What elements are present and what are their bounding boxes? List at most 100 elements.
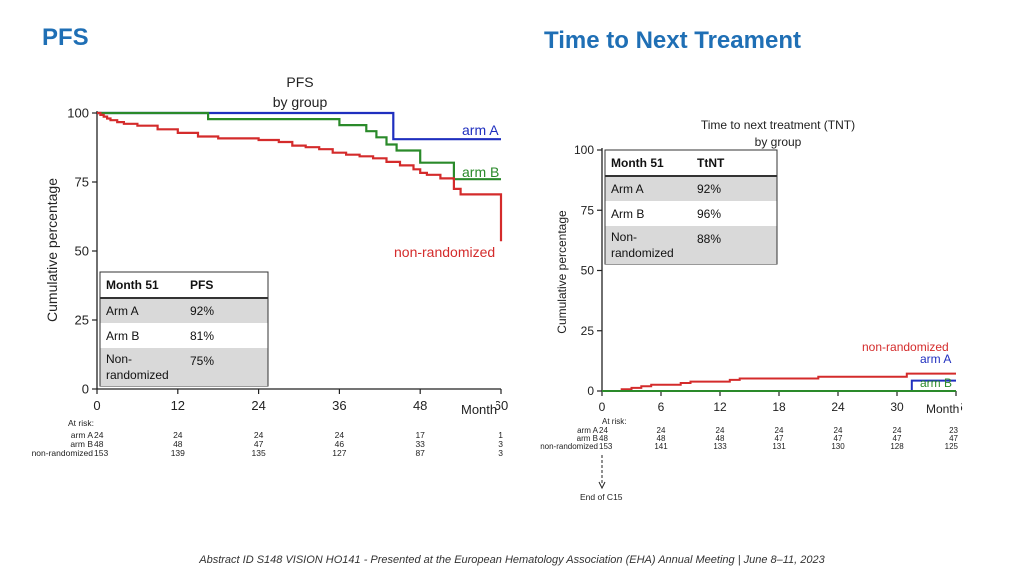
tnt-heading: Time to Next Treament xyxy=(544,27,801,54)
pfs-at-risk-value: 17 xyxy=(415,430,425,440)
pfs-y-tick-label: 75 xyxy=(75,175,89,190)
tnt-table-frame xyxy=(604,149,778,265)
tnt-x-tick-label: 18 xyxy=(772,400,786,414)
tnt-at-risk-row-name: non-randomized xyxy=(540,442,598,451)
tnt-at-risk-value: 47 xyxy=(775,434,784,443)
pfs-at-risk-value: 3 xyxy=(498,448,503,458)
pfs-table-rule xyxy=(100,297,268,299)
pfs-x-tick-label: 60 xyxy=(494,398,508,413)
tnt-series-label-arm-b: arm B xyxy=(920,376,952,390)
tnt-y-tick-label: 0 xyxy=(587,384,594,398)
tnt-at-risk-value: 47 xyxy=(834,434,843,443)
pfs-table-row xyxy=(100,348,268,386)
pfs-at-risk-value: 87 xyxy=(415,448,425,458)
pfs-x-tick-label: 36 xyxy=(332,398,346,413)
pfs-table-row-label: Non- xyxy=(106,352,132,366)
tnt-at-risk-value: 128 xyxy=(890,442,904,451)
pfs-chart-subtitle: by group xyxy=(273,94,328,110)
tnt-table-rule xyxy=(605,175,777,177)
pfs-x-tick-label: 0 xyxy=(93,398,100,413)
tnt-y-tick-label: 50 xyxy=(581,264,595,278)
tnt-x-tick-label: 6 xyxy=(658,400,665,414)
tnt-at-risk-value: 153 xyxy=(599,442,613,451)
pfs-series-line-arm-b xyxy=(97,111,501,181)
footer-citation: Abstract ID S148 VISION HO141 - Presente… xyxy=(199,554,825,566)
pfs-at-risk-row-name: arm A xyxy=(71,430,94,440)
tnt-table-row-label: Non- xyxy=(611,230,637,244)
pfs-x-tick-label: 12 xyxy=(171,398,185,413)
tnt-x-tick-label: 36 xyxy=(949,400,963,414)
tnt-at-risk-value: 141 xyxy=(654,442,668,451)
tnt-table-row-label: Arm B xyxy=(611,207,644,221)
pfs-x-tick-label: 48 xyxy=(413,398,427,413)
tnt-table-row-value: 88% xyxy=(697,232,721,246)
pfs-at-risk-value: 3 xyxy=(498,439,503,449)
pfs-at-risk-row-name: non-randomized xyxy=(32,448,94,458)
pfs-at-risk-value: 24 xyxy=(94,430,104,440)
tnt-at-risk-value: 24 xyxy=(657,426,666,435)
tnt-series-label-arm-a: arm A xyxy=(920,352,951,366)
tnt-at-risk-value: 24 xyxy=(893,426,902,435)
tnt-at-risk-value: 24 xyxy=(775,426,784,435)
tnt-month-label-bg xyxy=(923,400,961,417)
tnt-at-risk-value: 24 xyxy=(716,426,725,435)
tnt-y-tick-label: 75 xyxy=(581,203,595,217)
pfs-at-risk-value: 127 xyxy=(332,448,346,458)
pfs-at-risk-value: 135 xyxy=(252,448,266,458)
pfs-table-row-label: Arm A xyxy=(106,304,139,318)
tnt-series-line-non-randomized xyxy=(602,372,956,392)
tnt-at-risk-value: 23 xyxy=(949,426,958,435)
tnt-at-risk-label: At risk: xyxy=(602,417,626,426)
pfs-y-tick-label: 100 xyxy=(67,106,89,121)
pfs-y-tick-label: 25 xyxy=(75,313,89,328)
pfs-at-risk-value: 1 xyxy=(498,430,503,440)
tnt-x-tick-label: 24 xyxy=(831,400,845,414)
pfs-table-row xyxy=(100,323,268,348)
tnt-at-risk-value: 133 xyxy=(713,442,727,451)
tnt-at-risk-value: 48 xyxy=(716,434,725,443)
pfs-at-risk-value: 47 xyxy=(254,439,264,449)
tnt-x-axis-label: Month xyxy=(926,402,959,416)
pfs-at-risk-value: 153 xyxy=(94,448,108,458)
tnt-y-tick-label: 25 xyxy=(581,324,595,338)
tnt-at-risk-value: 48 xyxy=(599,434,608,443)
tnt-at-risk-value: 131 xyxy=(772,442,786,451)
pfs-at-risk-row-name: arm B xyxy=(70,439,93,449)
tnt-x-tick-label: 30 xyxy=(890,400,904,414)
tnt-series-label-non-randomized: non-randomized xyxy=(862,340,949,354)
tnt-at-risk-value: 130 xyxy=(831,442,845,451)
tnt-table-header: TtNT xyxy=(697,156,725,170)
pfs-series-label-arm-b: arm B xyxy=(462,164,499,180)
tnt-summary-table: Month 51 TtNT Arm A 92% Arm B 96% Non-randomiz… xyxy=(604,149,778,265)
tnt-at-risk-row-name: arm A xyxy=(577,426,599,435)
tnt-table-header: Month 51 xyxy=(611,156,664,170)
tnt-annotation-label: End of C15 xyxy=(580,492,623,502)
tnt-table-row-value: 96% xyxy=(697,207,721,221)
pfs-y-tick-label: 50 xyxy=(75,244,89,259)
tnt-x-tick-label: 0 xyxy=(599,400,606,414)
pfs-at-risk-value: 46 xyxy=(335,439,345,449)
tnt-at-risk-value: 47 xyxy=(949,434,958,443)
tnt-table-row-label: randomized xyxy=(611,246,674,260)
pfs-at-risk-value: 139 xyxy=(171,448,185,458)
tnt-at-risk-row-name: arm B xyxy=(577,434,598,443)
tnt-at-risk-value: 125 xyxy=(945,442,959,451)
tnt-series-line-arm-a xyxy=(602,379,956,392)
pfs-table-row-value: 81% xyxy=(190,329,214,343)
pfs-table-header: PFS xyxy=(190,278,213,292)
pfs-series-line-non-randomized xyxy=(97,111,503,242)
pfs-series-label-arm-a: arm A xyxy=(462,122,499,138)
pfs-x-axis-label: Month xyxy=(461,402,497,417)
pfs-at-risk-value: 48 xyxy=(94,439,104,449)
pfs-table-frame xyxy=(99,271,269,387)
pfs-chart-title: PFS xyxy=(286,74,313,90)
pfs-at-risk-value: 33 xyxy=(415,439,425,449)
tnt-table-row xyxy=(605,226,777,264)
pfs-series-line-arm-a xyxy=(97,111,501,141)
tnt-at-risk-value: 24 xyxy=(599,426,608,435)
pfs-heading: PFS xyxy=(42,24,89,51)
pfs-table-header: Month 51 xyxy=(106,278,159,292)
pfs-at-risk-value: 24 xyxy=(335,430,345,440)
tnt-chart-title: Time to next treatment (TNT) xyxy=(701,118,855,132)
